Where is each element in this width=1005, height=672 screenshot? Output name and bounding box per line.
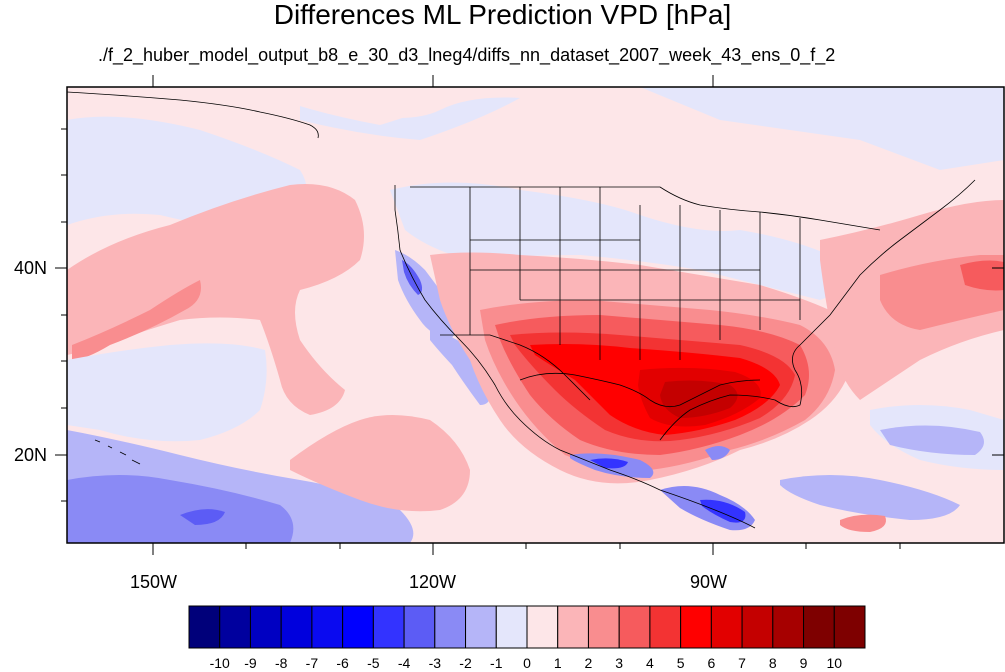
colorbar-tick-label: 8 (768, 655, 777, 671)
field-region-cuba-blue (705, 446, 730, 460)
colorbar-tick-label: 1 (553, 655, 562, 671)
colorbar-tick-label: 0 (523, 655, 531, 671)
field-region-yucatan-deep (590, 458, 628, 469)
colorbar-tick-label: 7 (738, 655, 746, 671)
colorbar-tick-label: 9 (799, 655, 808, 671)
field-region-south-pacific-deep (180, 509, 225, 525)
colorbar-box (587, 605, 620, 649)
colorbar (188, 605, 866, 649)
lat-ticks (55, 128, 1004, 502)
colorbar-box (219, 605, 251, 649)
field-region-north-neutral (67, 87, 1004, 170)
colorbar-tick-label: 5 (676, 655, 685, 671)
colorbar-box (280, 605, 313, 649)
colorbar-box (311, 605, 344, 649)
state-lines (469, 187, 801, 360)
lon-label-150w: 150W (130, 572, 178, 592)
field-region-pacific-pink-band (67, 184, 364, 415)
colorbar-tick-label: 6 (707, 655, 716, 671)
hawaii-islands (94, 439, 141, 465)
field-region-tropical-pacific-light (67, 343, 267, 442)
colorbar-box (465, 605, 497, 649)
colorbar-box (403, 605, 436, 649)
field-region-gulf-deepest (660, 380, 738, 418)
colorbar-tick-label: -3 (428, 655, 442, 671)
lon-label-120w: 120W (409, 572, 457, 592)
colorbar-box (710, 605, 743, 649)
colorbar-box (249, 605, 282, 649)
lon-ticks (152, 75, 901, 555)
colorbar-tick-label: -6 (336, 655, 349, 671)
map-subtitle: ./f_2_huber_model_output_b8_e_30_d3_lneg… (98, 45, 836, 65)
colorbar-box (741, 605, 774, 649)
colorbar-box (772, 605, 805, 649)
colorbar-box (803, 605, 835, 649)
lat-label-40n: 40N (14, 258, 48, 278)
lat-label-20n: 20N (14, 445, 48, 465)
colorbar-tick-label: -8 (274, 655, 288, 671)
field-layer (67, 87, 1004, 543)
field-region-caribbean-light (880, 425, 984, 455)
colorbar-box (434, 605, 467, 649)
north-america-coastline (394, 179, 976, 529)
alaska-coastline (67, 91, 319, 139)
gulf-coastline (519, 372, 761, 408)
field-region-caribbean-blue (780, 475, 960, 520)
colorbar-box (372, 605, 405, 649)
colorbar-box (342, 605, 374, 649)
colorbar-tick-label: 10 (826, 655, 843, 671)
field-region-south-pacific-mid (67, 475, 294, 543)
colorbar-box (680, 605, 712, 649)
field-region-pacific-red-streak (72, 280, 201, 360)
coastline-layer (67, 91, 976, 529)
colorbar-tick-label: -1 (490, 655, 503, 671)
field-region-baja-light (430, 330, 490, 405)
field-region-canada (390, 182, 843, 300)
colorbar-box (618, 605, 651, 649)
colorbar-tick-label: 3 (615, 655, 624, 671)
lon-label-90w: 90W (690, 572, 728, 592)
colorbar-tick-label: -4 (397, 655, 411, 671)
field-region-centralamerica-deep (700, 499, 746, 523)
colorbar-tick-label: 4 (646, 655, 654, 671)
colorbar-tick-label: -7 (305, 655, 319, 671)
colorbar-box (649, 605, 682, 649)
colorbar-tick-label: -10 (209, 655, 230, 671)
colorbar-tick-label: -2 (459, 655, 472, 671)
colorbar-box (833, 605, 866, 649)
map-title: Differences ML Prediction VPD [hPa] (273, 0, 732, 30)
colorbar-box (188, 605, 221, 649)
colorbar-box (557, 605, 589, 649)
colorbar-box (526, 605, 559, 649)
us-canada-border (410, 186, 881, 231)
field-region-caribbean-red-spot (840, 514, 886, 532)
field-region-central-pacific-pink (290, 415, 470, 512)
colorbar-tick-label: 2 (584, 655, 593, 671)
colorbar-box (495, 605, 528, 649)
field-region-northeast-neutral (250, 88, 470, 125)
colorbar-tick-label: -9 (244, 655, 257, 671)
us-mexico-border (440, 334, 591, 401)
colorbar-tick-label: -5 (367, 655, 380, 671)
